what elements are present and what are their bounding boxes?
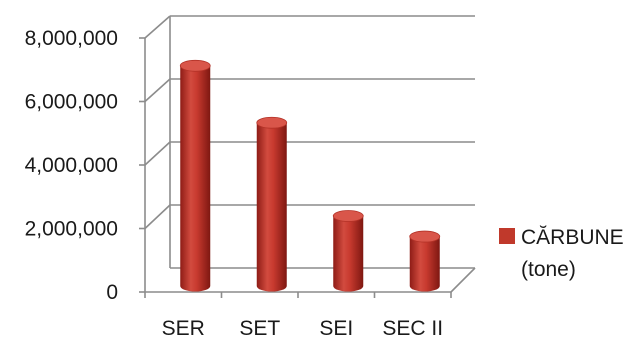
x-category-label: SET — [239, 317, 280, 338]
bars — [179, 59, 441, 292]
y-axis-tick-labels: 0 2,000,000 4,000,000 6,000,000 8,000,000 — [25, 27, 118, 304]
y-tick-label: 6,000,000 — [25, 91, 118, 114]
bar-body — [333, 216, 364, 292]
bar-top — [409, 230, 441, 243]
legend-label-line-1: CĂRBUNE — [521, 226, 624, 249]
y-tick-label: 8,000,000 — [25, 27, 118, 50]
x-category-label: SER — [162, 317, 205, 338]
bar — [179, 59, 211, 292]
bar — [332, 210, 364, 292]
bar-top — [256, 116, 288, 129]
bar — [409, 230, 441, 292]
legend: CĂRBUNE (tone) — [499, 226, 624, 281]
y-tick-label: 4,000,000 — [25, 154, 118, 177]
legend-swatch — [499, 228, 515, 244]
y-tick-label: 2,000,000 — [25, 218, 118, 241]
floor-right-edge — [450, 267, 476, 293]
bar — [256, 116, 288, 292]
bar-body — [180, 65, 211, 292]
gridline-side — [144, 78, 171, 103]
bar-body — [409, 236, 440, 292]
gridlines — [144, 15, 475, 230]
x-axis-category-labels: SER SET SEI SEC II — [162, 317, 443, 338]
bar-top — [332, 210, 364, 222]
y-tick-label: 0 — [106, 281, 118, 304]
legend-label-line-2: (tone) — [521, 258, 576, 281]
gridline-side — [144, 141, 171, 166]
x-category-label: SEI — [319, 317, 353, 338]
bar-body — [256, 122, 287, 292]
bar-top — [179, 59, 211, 72]
gridline-side — [144, 204, 171, 230]
x-category-label: SEC II — [382, 317, 443, 338]
gridline-side — [144, 15, 171, 39]
